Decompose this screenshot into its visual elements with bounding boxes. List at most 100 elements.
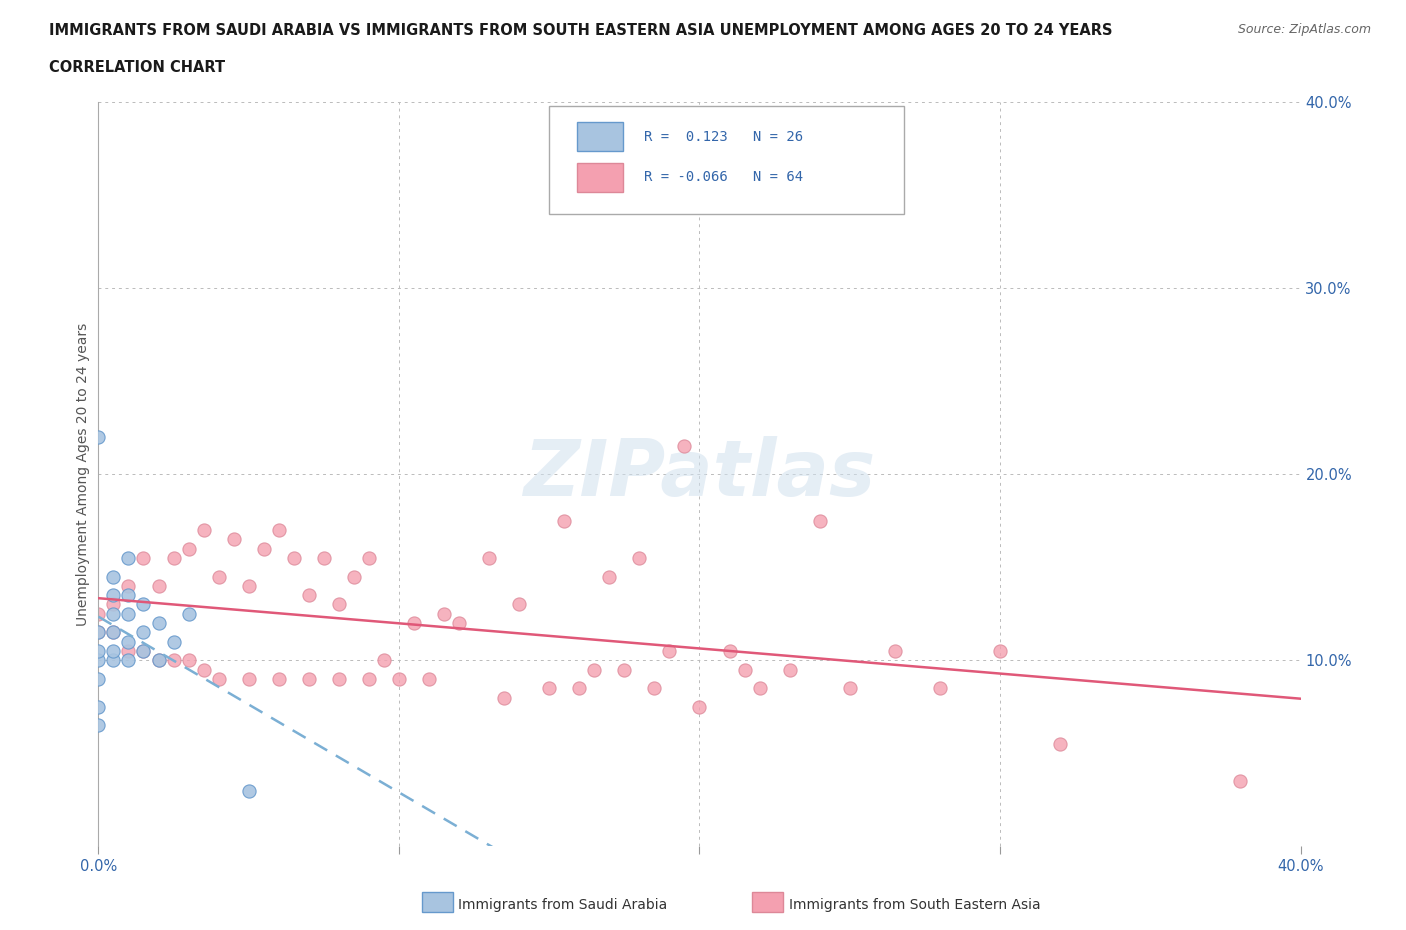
Point	[87, 718, 110, 733]
Point	[117, 653, 139, 668]
Point	[568, 681, 591, 696]
Point	[808, 513, 831, 528]
Point	[132, 625, 155, 640]
Point	[117, 634, 139, 649]
Point	[478, 551, 501, 565]
Point	[628, 551, 651, 565]
Point	[418, 671, 440, 686]
Point	[538, 681, 561, 696]
Point	[103, 625, 125, 640]
Point	[148, 616, 170, 631]
Point	[838, 681, 860, 696]
Point	[148, 578, 170, 593]
Bar	[576, 164, 623, 192]
Point	[298, 588, 321, 603]
Point	[87, 699, 110, 714]
Point	[193, 523, 215, 538]
Point	[177, 606, 200, 621]
Point	[103, 569, 125, 584]
Point	[238, 671, 260, 686]
Point	[208, 671, 231, 686]
Point	[658, 644, 681, 658]
Point	[177, 653, 200, 668]
Point	[103, 653, 125, 668]
Point	[402, 616, 425, 631]
Point	[553, 513, 575, 528]
Point	[117, 551, 139, 565]
Point	[117, 606, 139, 621]
Point	[373, 653, 395, 668]
Point	[328, 597, 350, 612]
Point	[132, 551, 155, 565]
Point	[148, 653, 170, 668]
Point	[929, 681, 952, 696]
Point	[267, 523, 290, 538]
Point	[1049, 737, 1071, 751]
Point	[87, 671, 110, 686]
Point	[87, 644, 110, 658]
Point	[433, 606, 456, 621]
Point	[87, 606, 110, 621]
Point	[117, 578, 139, 593]
Point	[988, 644, 1011, 658]
Point	[673, 439, 696, 454]
Point	[132, 597, 155, 612]
Text: R =  0.123   N = 26: R = 0.123 N = 26	[644, 129, 803, 143]
Y-axis label: Unemployment Among Ages 20 to 24 years: Unemployment Among Ages 20 to 24 years	[76, 323, 90, 626]
Text: Immigrants from Saudi Arabia: Immigrants from Saudi Arabia	[458, 897, 668, 912]
Text: Source: ZipAtlas.com: Source: ZipAtlas.com	[1237, 23, 1371, 36]
Point	[117, 644, 139, 658]
Point	[253, 541, 276, 556]
Point	[298, 671, 321, 686]
Point	[177, 541, 200, 556]
Point	[734, 662, 756, 677]
Point	[87, 653, 110, 668]
Point	[598, 569, 620, 584]
Point	[494, 690, 516, 705]
Bar	[576, 123, 623, 151]
Point	[103, 606, 125, 621]
Point	[343, 569, 366, 584]
Point	[583, 662, 606, 677]
Point	[689, 699, 711, 714]
Point	[357, 671, 380, 686]
Point	[103, 588, 125, 603]
Point	[148, 653, 170, 668]
Point	[613, 662, 636, 677]
FancyBboxPatch shape	[550, 106, 904, 214]
Point	[103, 625, 125, 640]
Point	[328, 671, 350, 686]
Point	[357, 551, 380, 565]
Point	[388, 671, 411, 686]
Text: R = -0.066   N = 64: R = -0.066 N = 64	[644, 170, 803, 184]
Point	[883, 644, 905, 658]
Text: IMMIGRANTS FROM SAUDI ARABIA VS IMMIGRANTS FROM SOUTH EASTERN ASIA UNEMPLOYMENT : IMMIGRANTS FROM SAUDI ARABIA VS IMMIGRAN…	[49, 23, 1112, 38]
Point	[193, 662, 215, 677]
Point	[162, 551, 184, 565]
Point	[208, 569, 231, 584]
Point	[87, 625, 110, 640]
Point	[132, 644, 155, 658]
Text: Immigrants from South Eastern Asia: Immigrants from South Eastern Asia	[789, 897, 1040, 912]
Text: CORRELATION CHART: CORRELATION CHART	[49, 60, 225, 75]
Point	[132, 644, 155, 658]
Point	[267, 671, 290, 686]
Point	[1229, 774, 1251, 789]
Point	[87, 625, 110, 640]
Point	[718, 644, 741, 658]
Point	[748, 681, 770, 696]
Point	[162, 634, 184, 649]
Point	[103, 597, 125, 612]
Point	[222, 532, 245, 547]
Point	[508, 597, 530, 612]
Point	[283, 551, 305, 565]
Text: ZIPatlas: ZIPatlas	[523, 436, 876, 512]
Point	[447, 616, 470, 631]
Point	[312, 551, 335, 565]
Point	[162, 653, 184, 668]
Point	[238, 783, 260, 798]
Point	[238, 578, 260, 593]
Point	[779, 662, 801, 677]
Point	[643, 681, 665, 696]
Point	[87, 430, 110, 445]
